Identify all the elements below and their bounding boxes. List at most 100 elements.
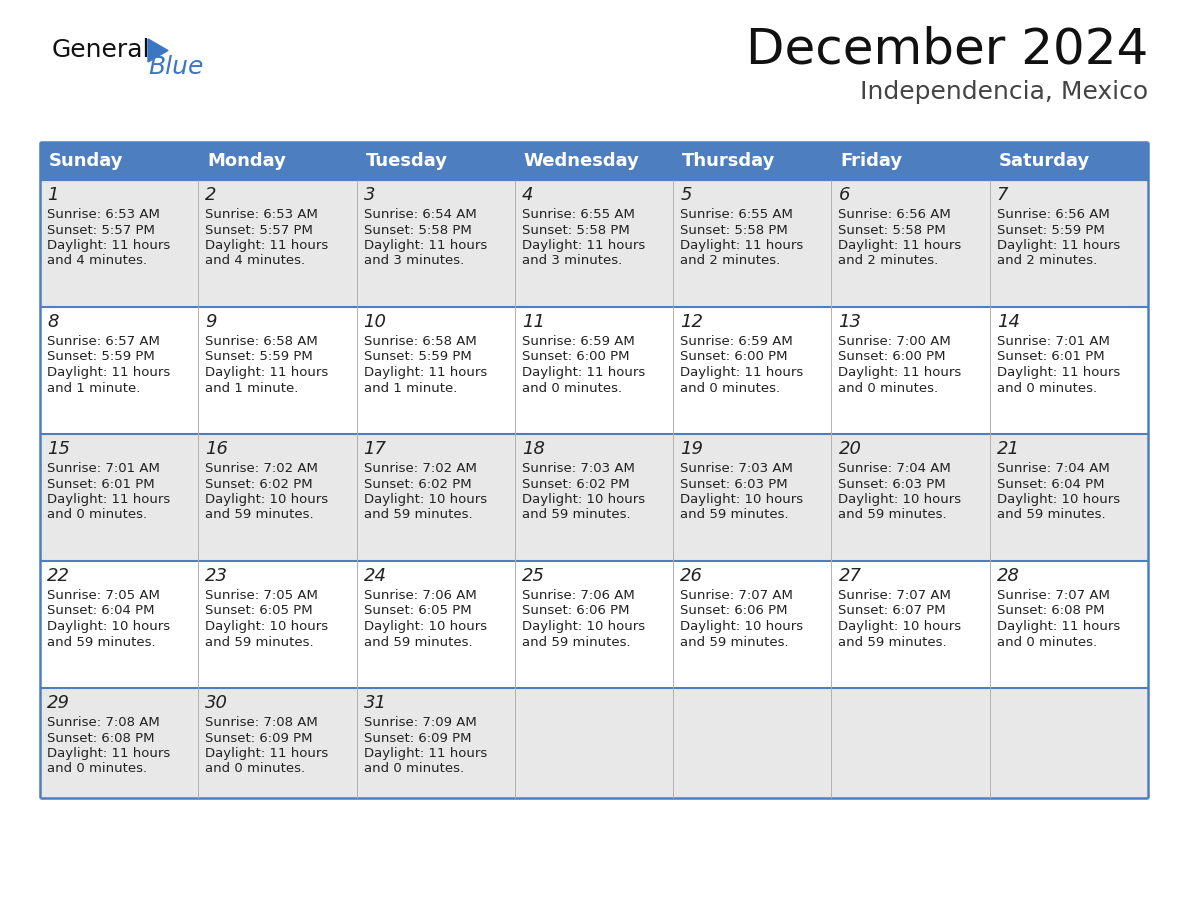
Bar xyxy=(40,142,198,180)
Text: Sunrise: 7:05 AM: Sunrise: 7:05 AM xyxy=(48,589,160,602)
Text: Daylight: 11 hours: Daylight: 11 hours xyxy=(206,747,329,760)
Text: Sunrise: 6:58 AM: Sunrise: 6:58 AM xyxy=(364,335,476,348)
Text: Sunrise: 6:55 AM: Sunrise: 6:55 AM xyxy=(681,208,794,221)
Text: 4: 4 xyxy=(522,186,533,204)
Text: Daylight: 11 hours: Daylight: 11 hours xyxy=(364,239,487,252)
Text: 17: 17 xyxy=(364,440,386,458)
Text: Sunrise: 7:03 AM: Sunrise: 7:03 AM xyxy=(522,462,634,475)
Text: and 59 minutes.: and 59 minutes. xyxy=(839,509,947,521)
Text: Daylight: 10 hours: Daylight: 10 hours xyxy=(522,493,645,506)
Bar xyxy=(832,434,990,561)
Text: 5: 5 xyxy=(681,186,691,204)
Text: Sunrise: 7:07 AM: Sunrise: 7:07 AM xyxy=(997,589,1110,602)
Text: Sunset: 6:05 PM: Sunset: 6:05 PM xyxy=(364,604,472,618)
Text: Sunset: 6:04 PM: Sunset: 6:04 PM xyxy=(48,604,154,618)
Text: Sunset: 6:05 PM: Sunset: 6:05 PM xyxy=(206,604,312,618)
Text: Sunset: 5:58 PM: Sunset: 5:58 PM xyxy=(681,223,788,237)
Text: Sunset: 6:07 PM: Sunset: 6:07 PM xyxy=(839,604,946,618)
Text: Sunrise: 6:56 AM: Sunrise: 6:56 AM xyxy=(997,208,1110,221)
Text: Sunset: 6:02 PM: Sunset: 6:02 PM xyxy=(364,477,472,490)
Text: Daylight: 11 hours: Daylight: 11 hours xyxy=(997,620,1120,633)
Text: and 3 minutes.: and 3 minutes. xyxy=(364,254,463,267)
Text: and 2 minutes.: and 2 minutes. xyxy=(681,254,781,267)
Text: Thursday: Thursday xyxy=(682,152,776,170)
Text: 3: 3 xyxy=(364,186,375,204)
Text: Daylight: 11 hours: Daylight: 11 hours xyxy=(997,239,1120,252)
Bar xyxy=(674,561,832,688)
Text: Tuesday: Tuesday xyxy=(366,152,448,170)
Text: Daylight: 11 hours: Daylight: 11 hours xyxy=(48,366,170,379)
Bar xyxy=(40,434,198,561)
Text: and 59 minutes.: and 59 minutes. xyxy=(364,509,472,521)
Polygon shape xyxy=(148,39,168,62)
Text: Sunset: 6:04 PM: Sunset: 6:04 PM xyxy=(997,477,1104,490)
Text: and 59 minutes.: and 59 minutes. xyxy=(48,635,156,648)
Text: Sunset: 6:09 PM: Sunset: 6:09 PM xyxy=(206,732,312,744)
Text: Sunset: 6:06 PM: Sunset: 6:06 PM xyxy=(522,604,630,618)
Text: Sunset: 6:02 PM: Sunset: 6:02 PM xyxy=(522,477,630,490)
Text: 7: 7 xyxy=(997,186,1009,204)
Text: and 59 minutes.: and 59 minutes. xyxy=(364,635,472,648)
Bar xyxy=(198,688,356,798)
Text: and 59 minutes.: and 59 minutes. xyxy=(206,509,314,521)
Text: 6: 6 xyxy=(839,186,849,204)
Bar xyxy=(514,307,674,434)
Text: Sunrise: 6:59 AM: Sunrise: 6:59 AM xyxy=(522,335,634,348)
Text: 31: 31 xyxy=(364,694,386,712)
Text: Sunrise: 6:57 AM: Sunrise: 6:57 AM xyxy=(48,335,160,348)
Text: Daylight: 11 hours: Daylight: 11 hours xyxy=(997,366,1120,379)
Text: Sunset: 5:59 PM: Sunset: 5:59 PM xyxy=(48,351,154,364)
Text: Daylight: 11 hours: Daylight: 11 hours xyxy=(206,239,329,252)
Text: 28: 28 xyxy=(997,567,1019,585)
Text: and 59 minutes.: and 59 minutes. xyxy=(206,635,314,648)
Text: Sunset: 6:00 PM: Sunset: 6:00 PM xyxy=(681,351,788,364)
Text: Daylight: 11 hours: Daylight: 11 hours xyxy=(206,366,329,379)
Text: Sunset: 6:08 PM: Sunset: 6:08 PM xyxy=(48,732,154,744)
Text: 14: 14 xyxy=(997,313,1019,331)
Text: 15: 15 xyxy=(48,440,70,458)
Text: Wednesday: Wednesday xyxy=(524,152,639,170)
Text: and 0 minutes.: and 0 minutes. xyxy=(997,635,1097,648)
Text: Sunrise: 6:56 AM: Sunrise: 6:56 AM xyxy=(839,208,952,221)
Bar xyxy=(990,142,1148,180)
Bar xyxy=(198,307,356,434)
Text: 16: 16 xyxy=(206,440,228,458)
Text: Daylight: 10 hours: Daylight: 10 hours xyxy=(206,620,328,633)
Text: 20: 20 xyxy=(839,440,861,458)
Text: and 0 minutes.: and 0 minutes. xyxy=(364,763,463,776)
Text: and 1 minute.: and 1 minute. xyxy=(206,382,298,395)
Text: Sunset: 5:57 PM: Sunset: 5:57 PM xyxy=(48,223,154,237)
Text: and 0 minutes.: and 0 minutes. xyxy=(839,382,939,395)
Text: Sunrise: 7:05 AM: Sunrise: 7:05 AM xyxy=(206,589,318,602)
Text: Sunset: 6:01 PM: Sunset: 6:01 PM xyxy=(997,351,1105,364)
Text: Sunrise: 7:01 AM: Sunrise: 7:01 AM xyxy=(48,462,160,475)
Text: Daylight: 11 hours: Daylight: 11 hours xyxy=(681,239,803,252)
Text: and 1 minute.: and 1 minute. xyxy=(364,382,457,395)
Text: 30: 30 xyxy=(206,694,228,712)
Text: Daylight: 11 hours: Daylight: 11 hours xyxy=(364,747,487,760)
Text: 1: 1 xyxy=(48,186,58,204)
Text: and 0 minutes.: and 0 minutes. xyxy=(206,763,305,776)
Text: Daylight: 11 hours: Daylight: 11 hours xyxy=(681,366,803,379)
Text: General: General xyxy=(52,38,151,62)
Text: 27: 27 xyxy=(839,567,861,585)
Bar xyxy=(40,561,198,688)
Text: 23: 23 xyxy=(206,567,228,585)
Bar xyxy=(198,561,356,688)
Text: and 59 minutes.: and 59 minutes. xyxy=(522,635,631,648)
Text: Daylight: 10 hours: Daylight: 10 hours xyxy=(48,620,170,633)
Text: 2: 2 xyxy=(206,186,216,204)
Text: 22: 22 xyxy=(48,567,70,585)
Text: Sunset: 6:06 PM: Sunset: 6:06 PM xyxy=(681,604,788,618)
Bar xyxy=(990,307,1148,434)
Bar xyxy=(40,307,198,434)
Bar xyxy=(832,142,990,180)
Text: 26: 26 xyxy=(681,567,703,585)
Text: and 1 minute.: and 1 minute. xyxy=(48,382,140,395)
Text: and 2 minutes.: and 2 minutes. xyxy=(839,254,939,267)
Text: 9: 9 xyxy=(206,313,216,331)
Text: 21: 21 xyxy=(997,440,1019,458)
Text: Sunset: 6:08 PM: Sunset: 6:08 PM xyxy=(997,604,1104,618)
Bar xyxy=(832,180,990,307)
Text: Daylight: 11 hours: Daylight: 11 hours xyxy=(48,239,170,252)
